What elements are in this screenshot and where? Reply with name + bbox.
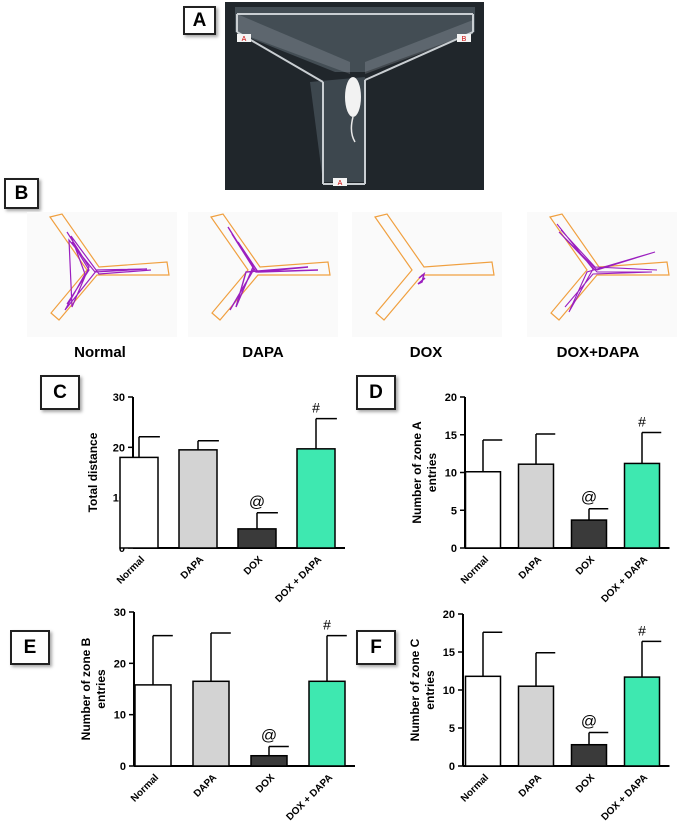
arm-mark-left-text: A bbox=[242, 36, 247, 43]
arm-mark-left bbox=[237, 34, 251, 42]
significance-mark: @ bbox=[581, 490, 597, 507]
y-axis-label: Total distance bbox=[86, 432, 100, 512]
track-dox bbox=[352, 212, 502, 337]
significance-mark: @ bbox=[581, 714, 597, 731]
group-label-normal: Normal bbox=[74, 344, 126, 361]
significance-mark: # bbox=[312, 400, 320, 416]
bar bbox=[570, 743, 608, 767]
y-tick-label: 5 bbox=[449, 723, 455, 735]
panel-label-a: A bbox=[183, 6, 216, 35]
x-tick-label: DOX bbox=[574, 554, 597, 577]
x-tick-label: DAPA bbox=[192, 772, 219, 799]
y-maze-track-dox-dapa bbox=[549, 213, 670, 321]
y-maze-illustration: A B A bbox=[225, 2, 484, 190]
x-tick-label: DAPA bbox=[517, 772, 544, 799]
y-tick-label: 0 bbox=[449, 761, 455, 773]
bar bbox=[178, 449, 218, 549]
y-axis-label: entries bbox=[423, 670, 437, 710]
significance-mark: # bbox=[638, 413, 646, 429]
group-label-dox: DOX bbox=[409, 344, 443, 361]
y-tick-label: 10 bbox=[114, 710, 126, 722]
panel-label-d: D bbox=[356, 375, 396, 410]
x-tick-label: DOX + DAPA bbox=[599, 772, 650, 823]
significance-mark: # bbox=[323, 617, 331, 633]
significance-mark: @ bbox=[261, 727, 277, 744]
bar bbox=[623, 676, 661, 767]
x-tick-label: DOX bbox=[254, 772, 277, 795]
y-maze-photo: A B A bbox=[225, 2, 484, 190]
y-tick-label: 0 bbox=[451, 543, 457, 555]
y-tick-label: 0 bbox=[120, 761, 126, 773]
track-dapa bbox=[188, 212, 338, 337]
y-tick-label: 5 bbox=[451, 505, 457, 517]
y-maze-track-dox bbox=[374, 213, 495, 321]
group-label-dapa: DAPA bbox=[242, 344, 284, 361]
bar bbox=[119, 456, 159, 549]
track-normal bbox=[27, 212, 177, 337]
y-tick-label: 10 bbox=[445, 468, 457, 480]
panel-label-c: C bbox=[40, 375, 80, 410]
y-axis-label: entries bbox=[94, 669, 108, 709]
y-tick-label: 30 bbox=[113, 392, 125, 404]
y-axis-label: Number of zone A bbox=[410, 421, 424, 524]
bar bbox=[517, 463, 555, 549]
x-tick-label: DOX bbox=[242, 554, 265, 577]
x-tick-label: DOX + DAPA bbox=[273, 554, 324, 605]
bar bbox=[250, 754, 288, 767]
bar bbox=[192, 680, 230, 767]
x-tick-label: DAPA bbox=[179, 554, 206, 581]
y-maze-track-normal bbox=[49, 213, 170, 321]
bar bbox=[134, 684, 172, 767]
significance-mark: @ bbox=[249, 494, 265, 511]
bar bbox=[296, 448, 336, 549]
bar bbox=[308, 680, 346, 767]
y-axis-label: Number of zone C bbox=[408, 638, 422, 741]
x-tick-label: DOX bbox=[574, 772, 597, 795]
panel-label-f: F bbox=[356, 630, 396, 665]
significance-mark: # bbox=[638, 622, 646, 638]
bar bbox=[623, 462, 661, 549]
y-tick-label: 20 bbox=[113, 442, 125, 454]
y-tick-label: 20 bbox=[114, 658, 126, 670]
y-axis-label: Number of zone B bbox=[79, 637, 93, 740]
x-tick-label: DOX + DAPA bbox=[284, 772, 335, 823]
group-label-dox-dapa: DOX+DAPA bbox=[556, 344, 640, 361]
arm-mark-bottom bbox=[333, 178, 347, 186]
x-tick-label: DAPA bbox=[517, 554, 544, 581]
x-tick-label: Normal bbox=[459, 554, 491, 586]
y-tick-label: 30 bbox=[114, 607, 126, 619]
track-dox-dapa bbox=[527, 212, 677, 337]
y-maze-track-dapa bbox=[210, 213, 331, 321]
x-tick-label: DOX + DAPA bbox=[599, 554, 650, 605]
y-tick-label: 20 bbox=[443, 609, 455, 621]
bar bbox=[517, 685, 555, 767]
bar bbox=[464, 675, 502, 767]
y-axis-label: entries bbox=[425, 453, 439, 493]
bar bbox=[237, 528, 277, 549]
y-tick-label: 15 bbox=[443, 647, 455, 659]
bar bbox=[570, 519, 608, 549]
x-tick-label: Normal bbox=[115, 554, 147, 586]
panel-label-b: B bbox=[4, 178, 39, 209]
arm-mark-bottom-text: A bbox=[338, 180, 343, 187]
x-tick-label: Normal bbox=[129, 772, 161, 804]
y-tick-label: 15 bbox=[445, 430, 457, 442]
bar bbox=[464, 470, 502, 549]
y-tick-label: 0 bbox=[119, 543, 125, 555]
y-tick-label: 10 bbox=[443, 685, 455, 697]
y-tick-label: 20 bbox=[445, 392, 457, 404]
arm-mark-right-text: B bbox=[462, 36, 467, 43]
x-tick-label: Normal bbox=[459, 772, 491, 804]
panel-label-e: E bbox=[10, 630, 50, 665]
arm-mark-right bbox=[457, 34, 471, 42]
